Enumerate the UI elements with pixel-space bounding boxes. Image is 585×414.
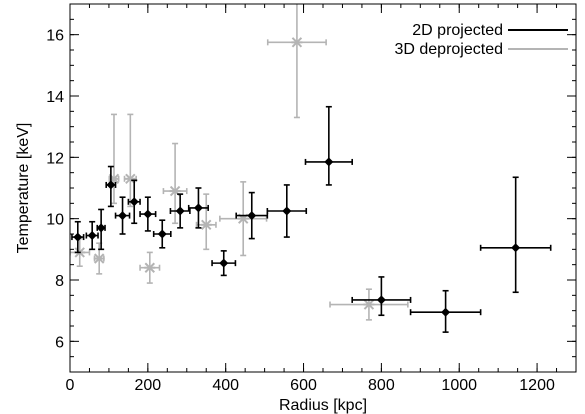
diamond-marker — [219, 258, 229, 268]
data-point — [235, 191, 269, 240]
data-point — [71, 220, 85, 254]
data-point — [114, 196, 131, 235]
legend: 2D projected 3D deprojected — [394, 22, 568, 58]
plot-frame — [69, 3, 577, 373]
diamond-marker — [87, 231, 97, 241]
data-point — [195, 193, 217, 251]
y-tick-label: 10 — [46, 212, 64, 229]
data-point — [93, 242, 105, 275]
x-axis-label: Radius [kpc] — [279, 397, 367, 414]
x-tick-label: 800 — [368, 377, 395, 394]
y-tick-label: 14 — [46, 89, 64, 106]
diamond-marker — [96, 223, 106, 233]
data-point — [123, 113, 137, 208]
data-point — [351, 276, 412, 317]
diamond-marker — [376, 295, 386, 305]
data-point — [329, 288, 409, 321]
data-point — [266, 184, 308, 238]
x-tick-label: 400 — [212, 377, 239, 394]
data-point — [219, 181, 268, 257]
diamond-marker — [193, 203, 203, 213]
series-3d-deprojected — [70, 4, 409, 321]
x-tick-label: 200 — [134, 377, 161, 394]
legend-label-3d-deprojected: 3D deprojected — [394, 41, 503, 58]
x-tick-label: 0 — [66, 377, 75, 394]
data-point — [409, 289, 482, 333]
data-point — [266, 4, 327, 119]
data-point — [169, 193, 191, 229]
data-point — [304, 105, 353, 186]
diamond-marker — [157, 229, 167, 239]
x-tick-label: 1000 — [441, 377, 477, 394]
diamond-marker — [143, 209, 153, 219]
data-point — [162, 142, 188, 225]
legend-label-2d-projected: 2D projected — [412, 22, 503, 39]
diamond-marker — [73, 232, 83, 242]
axes: 0 200 400 600 800 1000 1200 6 8 10 12 14 16 — [46, 3, 577, 394]
diamond-marker — [175, 206, 185, 216]
diamond-marker — [511, 243, 521, 253]
diamond-marker — [247, 211, 257, 221]
y-tick-label: 12 — [46, 150, 64, 167]
diamond-marker — [324, 157, 334, 167]
diamond-marker — [282, 206, 292, 216]
data-point — [127, 179, 141, 225]
diamond-marker — [129, 197, 139, 207]
data-point — [139, 251, 161, 284]
diamond-marker — [106, 180, 116, 190]
data-point — [152, 219, 172, 249]
diamond-marker — [118, 211, 128, 221]
data-point — [85, 220, 99, 251]
data-point — [105, 165, 117, 208]
y-tick-label: 8 — [55, 273, 64, 290]
series-2d-projected — [71, 105, 552, 333]
x-tick-label: 600 — [290, 377, 317, 394]
plot-marks — [70, 4, 552, 333]
data-point — [187, 187, 209, 229]
y-tick-label: 6 — [55, 334, 64, 351]
diamond-marker — [441, 307, 451, 317]
y-axis-label: Temperature [keV] — [15, 123, 32, 254]
data-point — [211, 250, 237, 277]
data-point — [479, 176, 552, 294]
data-point — [139, 196, 157, 232]
data-point — [96, 208, 106, 251]
y-tick-label: 16 — [46, 28, 64, 45]
x-tick-label: 1200 — [519, 377, 555, 394]
